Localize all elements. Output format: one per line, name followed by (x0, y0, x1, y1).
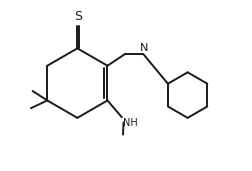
Text: S: S (74, 10, 82, 23)
Text: NH: NH (122, 118, 137, 128)
Text: N: N (140, 43, 148, 53)
